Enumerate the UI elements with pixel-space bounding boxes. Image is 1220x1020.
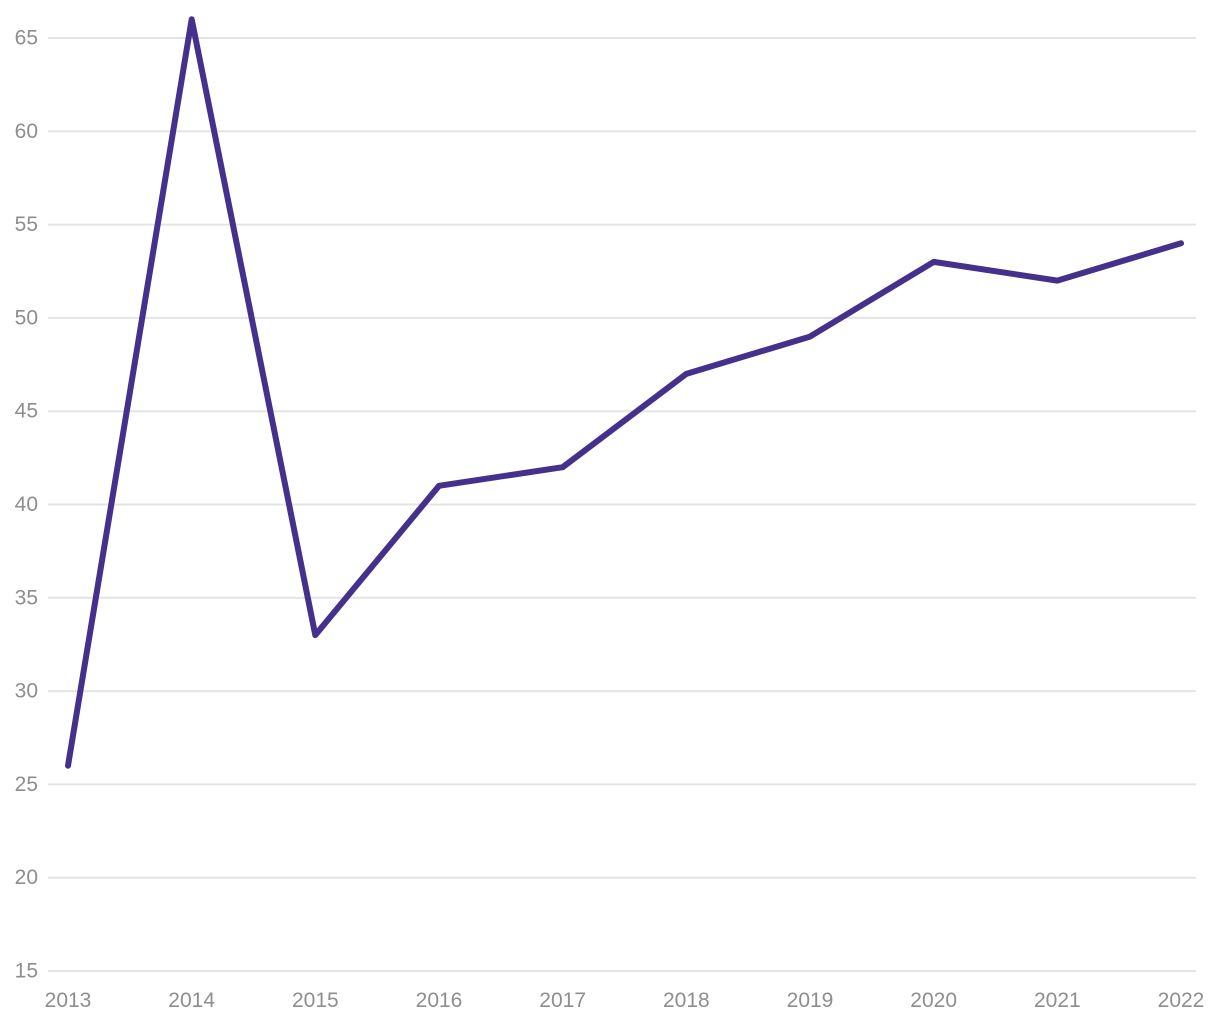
x-tick-label: 2022	[1158, 989, 1205, 1012]
x-tick-label: 2019	[787, 989, 834, 1012]
y-tick-label: 55	[15, 213, 38, 236]
data-line-series-1	[65, 16, 1184, 769]
x-tick-label: 2013	[45, 989, 92, 1012]
y-tick-label: 50	[15, 306, 38, 329]
gridlines-group	[48, 37, 1196, 972]
y-tick-label: 15	[15, 960, 38, 983]
y-tick-label: 30	[15, 680, 38, 703]
x-tick-label: 2015	[292, 989, 339, 1012]
y-tick-label: 25	[15, 773, 38, 796]
y-tick-label: 35	[15, 586, 38, 609]
x-tick-label: 2016	[416, 989, 463, 1012]
x-tick-label: 2018	[663, 989, 710, 1012]
y-axis-labels-group: 15 20 25 30 35 40 45 50 55 60 65	[15, 27, 38, 983]
y-tick-label: 45	[15, 400, 38, 423]
x-tick-label: 2020	[910, 989, 957, 1012]
y-tick-label: 40	[15, 493, 38, 516]
x-tick-label: 2014	[168, 989, 215, 1012]
y-tick-label: 65	[15, 27, 38, 50]
x-tick-label: 2017	[539, 989, 586, 1012]
y-tick-label: 60	[15, 120, 38, 143]
y-tick-label: 20	[15, 866, 38, 889]
x-tick-label: 2021	[1034, 989, 1081, 1012]
series-group	[65, 16, 1184, 769]
x-axis-labels-group: 2013 2014 2015 2016 2017 2018 2019 2020 2021 2022	[45, 989, 1205, 1012]
